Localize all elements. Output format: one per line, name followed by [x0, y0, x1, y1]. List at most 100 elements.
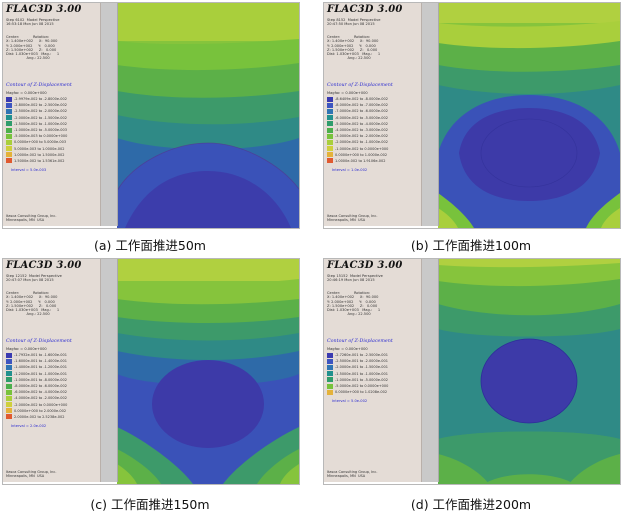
info-panel: FLAC3D 3.00 Step 6102 Model Perspective … — [3, 3, 101, 226]
legend-item: -5.0000e-002 to -4.0000e-002 — [327, 121, 388, 127]
caption-c: (c) 工作面推进150m — [90, 497, 210, 512]
legend-swatch — [6, 96, 12, 102]
legend-label: -1.6000e-001 to -1.4000e-001 — [14, 359, 67, 364]
legend-label: -2.7260e-001 to -2.5000e-001 — [335, 353, 388, 358]
legend-item: -2.5000e-001 to -2.0000e-001 — [327, 358, 388, 364]
legend-label: -8.6409e-002 to -8.0000e-002 — [335, 97, 388, 102]
separator-bar — [422, 259, 439, 482]
legend-item: -4.0000e-002 to -3.0000e-002 — [327, 127, 388, 133]
legend: Magfac = 0.000e+000 -1.7932e-001 to -1.6… — [6, 347, 67, 420]
legend-label: -2.0000e-002 to 0.0000e+000 — [14, 402, 68, 407]
legend: Magfac = 0.000e+000 -2.7260e-001 to -2.5… — [327, 347, 388, 395]
view-settings: Center: Rotation: X: 1.400e+002 X: 90.00… — [6, 35, 60, 61]
legend: Magfac = 0.000e+000 -8.6409e-002 to -8.0… — [327, 91, 388, 164]
legend-label: -1.0000e-001 to -5.0000e-002 — [335, 377, 388, 382]
legend-item: -8.0000e-002 to -7.0000e-002 — [327, 102, 388, 108]
legend-item: -5.0000e-002 to 0.0000e+000 — [327, 383, 388, 389]
caption-d: (d) 工作面推进200m — [410, 497, 532, 512]
legend-swatch — [6, 146, 12, 152]
legend-swatch — [327, 139, 333, 145]
legend-label: -2.9979e-002 to -2.8000e-002 — [14, 97, 67, 102]
app-title: FLAC3D 3.00 — [6, 260, 82, 271]
legend-label: -1.7932e-001 to -1.6000e-001 — [14, 353, 67, 358]
footer-credit: Itasca Consulting Group, Inc. Minneapoli… — [327, 214, 377, 222]
magfac-label: Magfac = 0.000e+000 — [6, 91, 47, 95]
legend-label: -3.0000e-002 to -2.0000e-002 — [335, 134, 388, 139]
contour-plot-d — [438, 259, 620, 484]
panel-a: FLAC3D 3.00 Step 6102 Model Perspective … — [2, 2, 300, 229]
legend-label: 0.0000e+000 to 5.0000e-003 — [14, 140, 67, 145]
interval-label: Interval = 5.0e-003 — [11, 168, 47, 172]
legend-item: -2.0000e-002 to -1.5000e-002 — [6, 115, 67, 121]
legend-label: -1.5000e-001 to -1.0000e-001 — [335, 371, 388, 376]
legend-swatch — [6, 102, 12, 108]
interval-label: Interval = 1.0e-002 — [332, 168, 368, 172]
contour-plot-c — [117, 259, 299, 484]
step-header: Step 15152 Model Perspective 20:46:19 Mo… — [327, 274, 383, 283]
legend-item: -7.0000e-002 to -6.0000e-002 — [327, 108, 388, 114]
legend-swatch — [327, 127, 333, 133]
view-settings: Center: Rotation: X: 1.400e+002 X: 90.00… — [327, 291, 381, 317]
legend-label: -2.0000e-002 to -1.5000e-002 — [14, 115, 67, 120]
app-title: FLAC3D 3.00 — [327, 4, 403, 15]
magfac-label: Magfac = 0.000e+000 — [6, 347, 47, 351]
legend-item: -1.0000e-002 to 0.0000e+000 — [327, 146, 388, 152]
legend-swatch — [6, 108, 12, 114]
legend-swatch — [327, 383, 333, 389]
legend-swatch — [6, 389, 12, 395]
panel-c: FLAC3D 3.00 Step 12152 Model Perspective… — [2, 258, 300, 485]
separator-bar — [101, 259, 118, 482]
legend-label: 0.0000e+000 to 1.0208e-002 — [335, 390, 388, 395]
legend-label: -6.0000e-002 to -5.0000e-002 — [335, 115, 388, 120]
interval-label: Interval = 5.0e-002 — [332, 399, 368, 403]
legend-label: -1.5000e-002 to -1.0000e-002 — [14, 121, 67, 126]
legend-item: -1.6000e-001 to -1.4000e-001 — [6, 358, 67, 364]
legend-swatch — [327, 152, 333, 158]
legend-label: 1.0000e-002 to 1.5000e-002 — [14, 152, 65, 157]
panel-d: FLAC3D 3.00 Step 15152 Model Perspective… — [323, 258, 621, 485]
legend-swatch — [6, 115, 12, 121]
legend-item: -2.7260e-001 to -2.5000e-001 — [327, 352, 388, 358]
legend-item: -1.5000e-001 to -1.0000e-001 — [327, 371, 388, 377]
legend-swatch — [327, 389, 333, 395]
legend-swatch — [6, 395, 12, 401]
legend-item: -1.7932e-001 to -1.6000e-001 — [6, 352, 67, 358]
legend-swatch — [6, 408, 12, 414]
legend-item: 1.5000e-002 to 1.5361e-002 — [6, 158, 67, 164]
legend-item: 5.0000e-003 to 1.0000e-002 — [6, 146, 67, 152]
legend-swatch — [327, 146, 333, 152]
legend-swatch — [327, 102, 333, 108]
contour-title: Contour of Z-Displacement — [6, 339, 72, 344]
legend-item: 1.0000e-002 to 1.5000e-002 — [6, 152, 67, 158]
legend-item: -2.0000e-002 to 0.0000e+000 — [6, 402, 67, 408]
legend-swatch — [327, 133, 333, 139]
footer-credit: Itasca Consulting Group, Inc. Minneapoli… — [327, 470, 377, 478]
legend-item: -1.0000e-001 to -5.0000e-002 — [327, 377, 388, 383]
panel-b: FLAC3D 3.00 Step 8152 Model Perspective … — [323, 2, 621, 229]
legend-label: -8.0000e-002 to -6.0000e-002 — [14, 384, 67, 389]
legend-swatch — [327, 115, 333, 121]
legend-swatch — [6, 121, 12, 127]
legend-label: -5.0000e-003 to 0.0000e+000 — [14, 134, 68, 139]
legend-item: -6.0000e-002 to -4.0000e-002 — [6, 389, 67, 395]
caption-a: (a) 工作面推进50m — [94, 238, 206, 253]
magfac-label: Magfac = 0.000e+000 — [327, 91, 368, 95]
legend-swatch — [6, 358, 12, 364]
info-panel: FLAC3D 3.00 Step 15152 Model Perspective… — [324, 259, 422, 482]
legend-swatch — [6, 402, 12, 408]
legend-item: -2.8000e-002 to -2.5000e-002 — [6, 102, 67, 108]
legend-item: -2.0000e-002 to -1.0000e-002 — [327, 139, 388, 145]
legend-item: 0.0000e+000 to 1.0208e-002 — [327, 389, 388, 395]
legend-label: 5.0000e-003 to 1.0000e-002 — [14, 146, 65, 151]
legend-item: 1.0000e-002 to 1.9106e-002 — [327, 158, 388, 164]
legend-label: -1.0000e-002 to 0.0000e+000 — [335, 146, 389, 151]
legend-swatch — [327, 358, 333, 364]
footer-credit: Itasca Consulting Group, Inc. Minneapoli… — [6, 470, 56, 478]
contour-title: Contour of Z-Displacement — [327, 339, 393, 344]
legend-label: 0.0000e+000 to 2.0000e-002 — [14, 408, 67, 413]
legend-label: -4.0000e-002 to -2.0000e-002 — [14, 396, 67, 401]
legend-swatch — [327, 96, 333, 102]
legend-swatch — [6, 352, 12, 358]
legend-swatch — [327, 377, 333, 383]
legend-item: -4.0000e-002 to -2.0000e-002 — [6, 395, 67, 401]
